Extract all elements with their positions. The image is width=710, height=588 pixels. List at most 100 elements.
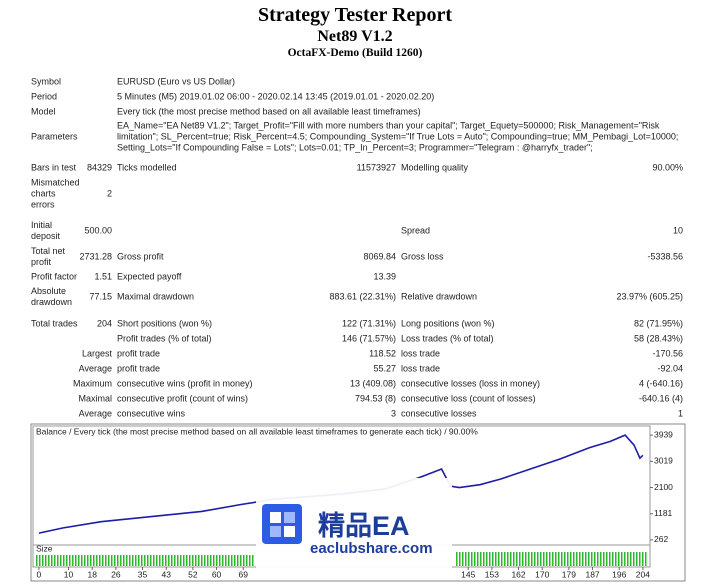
y-tick-label: 3939	[654, 429, 673, 439]
cell: EA_Name="EA Net89 V1.2"; Target_Profit="…	[117, 120, 679, 153]
watermark-icon	[262, 504, 302, 544]
cell: consecutive losses (loss in money)	[401, 378, 541, 389]
y-tick-label: 262	[654, 534, 668, 544]
x-tick-label: 0	[37, 569, 42, 579]
cell: Gross loss	[401, 251, 444, 262]
cell: Spread	[401, 225, 431, 236]
x-tick-label: 145	[461, 569, 475, 579]
cell: Profit factor	[31, 271, 78, 282]
cell: 11573927	[356, 162, 396, 173]
x-tick-label: 187	[585, 569, 599, 579]
cell: Period	[31, 91, 58, 102]
cell: 90.00%	[652, 162, 683, 173]
cell: Model	[31, 106, 56, 117]
cell: 118.52	[369, 348, 396, 359]
watermark-site: eaclubshare.com	[310, 540, 433, 557]
cell: 82 (71.95%)	[633, 318, 683, 329]
cell: Long positions (won %)	[401, 318, 495, 329]
x-tick-label: 35	[138, 569, 148, 579]
cell: 3	[390, 408, 396, 419]
cell: Expected payoff	[117, 271, 182, 282]
size-bars	[455, 552, 648, 566]
cell: 146 (71.57%)	[341, 333, 396, 344]
cell: Profit trades (% of total)	[117, 333, 212, 344]
server: OctaFX-Demo (Build 1260)	[287, 47, 423, 59]
cell: 122 (71.31%)	[341, 318, 396, 329]
cell: Absolute drawdown	[31, 286, 73, 307]
x-tick-label: 170	[535, 569, 549, 579]
cell: Maximum	[72, 378, 112, 389]
cell: Relative drawdown	[401, 291, 478, 302]
x-tick-label: 153	[485, 569, 499, 579]
cell: 2731.28	[79, 251, 112, 262]
cell: 794.53 (8)	[354, 393, 396, 404]
cell: consecutive loss (count of losses)	[401, 393, 536, 404]
cell: Symbol	[31, 76, 62, 87]
cell: consecutive wins	[117, 408, 186, 419]
cell: consecutive wins (profit in money)	[117, 378, 253, 389]
cell: Total net profit	[31, 246, 66, 267]
x-tick-label: 52	[188, 569, 198, 579]
icon-square	[270, 512, 281, 523]
cell: Maximal	[78, 393, 112, 404]
icon-square	[284, 526, 295, 537]
size-label: Size	[36, 543, 53, 553]
cell: 13 (409.08)	[349, 378, 396, 389]
cell: 10	[672, 225, 683, 236]
cell: 23.97% (605.25)	[616, 291, 683, 302]
icon-square	[270, 526, 281, 537]
x-tick-label: 69	[238, 569, 248, 579]
cell: loss trade	[401, 363, 441, 374]
cell: 13.39	[373, 271, 396, 282]
cell: Average	[78, 363, 112, 374]
icon-square	[284, 512, 295, 523]
cell: 1	[677, 408, 683, 419]
cell: EURUSD (Euro vs US Dollar)	[117, 76, 236, 87]
cell: Mismatched charts errors	[31, 177, 80, 210]
cell: Ticks modelled	[117, 162, 177, 173]
x-tick-label: 43	[161, 569, 171, 579]
x-tick-label: 26	[111, 569, 121, 579]
y-tick-label: 1181	[654, 508, 673, 518]
cell: Every tick (the most precise method base…	[117, 106, 421, 117]
cell: 84329	[86, 162, 112, 173]
watermark: 精品EA eaclubshare.com	[256, 478, 452, 580]
cell: consecutive losses	[401, 408, 477, 419]
x-tick-label: 10	[64, 569, 74, 579]
cell: Bars in test	[31, 162, 77, 173]
chart-caption: Balance / Every tick (the most precise m…	[36, 426, 478, 436]
cell: Modelling quality	[401, 162, 469, 173]
cell: 77.15	[89, 291, 112, 302]
x-tick-label: 18	[87, 569, 97, 579]
cell: Loss trades (% of total)	[401, 333, 494, 344]
cell: 4 (-640.16)	[638, 378, 683, 389]
cell: 1.51	[94, 271, 112, 282]
report-title: Strategy Tester Report	[257, 4, 453, 26]
cell: Parameters	[31, 131, 78, 142]
cell: profit trade	[117, 348, 161, 359]
cell: -92.04	[657, 363, 683, 374]
cell: 58 (28.43%)	[633, 333, 683, 344]
cell: 500.00	[84, 225, 112, 236]
cell: 204	[96, 318, 112, 329]
cell: 8069.84	[363, 251, 396, 262]
cell: -5338.56	[647, 251, 683, 262]
cell: Average	[78, 408, 112, 419]
x-tick-label: 196	[612, 569, 626, 579]
cell: 5 Minutes (M5) 2019.01.02 06:00 - 2020.0…	[117, 91, 435, 102]
cell: consecutive profit (count of wins)	[117, 393, 249, 404]
cell: Total trades	[31, 318, 78, 329]
watermark-brand: 精品EA	[318, 511, 410, 541]
cell: Largest	[81, 348, 112, 359]
cell: -170.56	[652, 348, 683, 359]
cell: 883.61 (22.31%)	[329, 291, 396, 302]
cell: Maximal drawdown	[117, 291, 195, 302]
x-tick-label: 204	[636, 569, 650, 579]
y-tick-label: 2100	[654, 482, 673, 492]
cell: -640.16 (4)	[638, 393, 683, 404]
cell: Initial deposit	[31, 220, 61, 241]
cell: profit trade	[117, 363, 161, 374]
size-bars	[35, 555, 255, 566]
x-tick-label: 179	[562, 569, 576, 579]
